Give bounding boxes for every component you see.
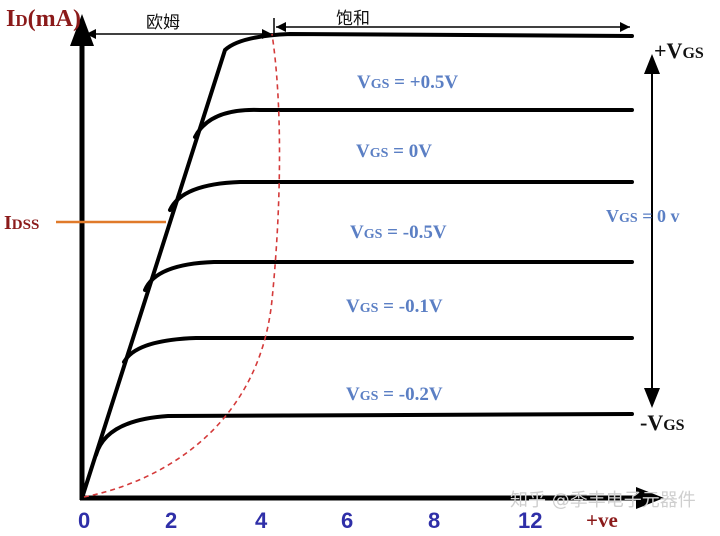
x-tick-label: 6 [341,508,353,531]
x-axis-arrowhead [636,487,664,509]
pinch-off-boundary [83,33,281,498]
curve-vgs-minus-0.5 [143,260,634,292]
saturation-arrow-right-head [620,22,630,32]
ohmic-arrow-left-head [86,29,96,39]
x-tick-label: 12 [518,508,542,531]
vgs-minus-label: -VGS [640,410,685,435]
curve-label: VGS = -0.5V [350,222,447,243]
watermark: 知乎 @季丰电子元器件 [510,490,696,511]
x-tick-label: 2 [165,508,177,531]
curve-vgs-minus-0.2 [94,412,634,457]
curve-vgs-minus-0.1 [122,336,634,364]
curve-vgs-plus [80,31,634,500]
curve-label: VGS = +0.5V [357,72,458,93]
y-axis-arrowhead [70,14,94,46]
curve-label: VGS = -0.1V [346,296,443,317]
x-tick-label: 0 [78,508,90,531]
saturation-region-label: 饱和 [336,9,370,29]
curve-vgs-plus-0.5 [193,107,634,139]
saturation-arrow-left-head [276,22,286,32]
characteristic-curves [80,31,634,500]
x-tick-label: 4 [255,508,268,531]
curve-label: VGS = 0V [356,141,432,162]
ohmic-region-label: 欧姆 [146,13,180,33]
vgs-range-arrow-top-head [644,54,660,74]
vgs-range-arrow-bottom-head [644,388,660,408]
curve-vgs-0 [168,180,634,212]
vgs-zero-label: VGS = 0 v [606,206,679,226]
vgs-plus-label: +VGS [654,38,704,63]
idss-label: IDSS [4,212,39,234]
x-axis-title: +ve [586,508,618,531]
y-axis-title: ID(mA) [6,6,81,32]
curve-label: VGS = -0.2V [346,384,443,405]
x-tick-label: 8 [428,508,440,531]
